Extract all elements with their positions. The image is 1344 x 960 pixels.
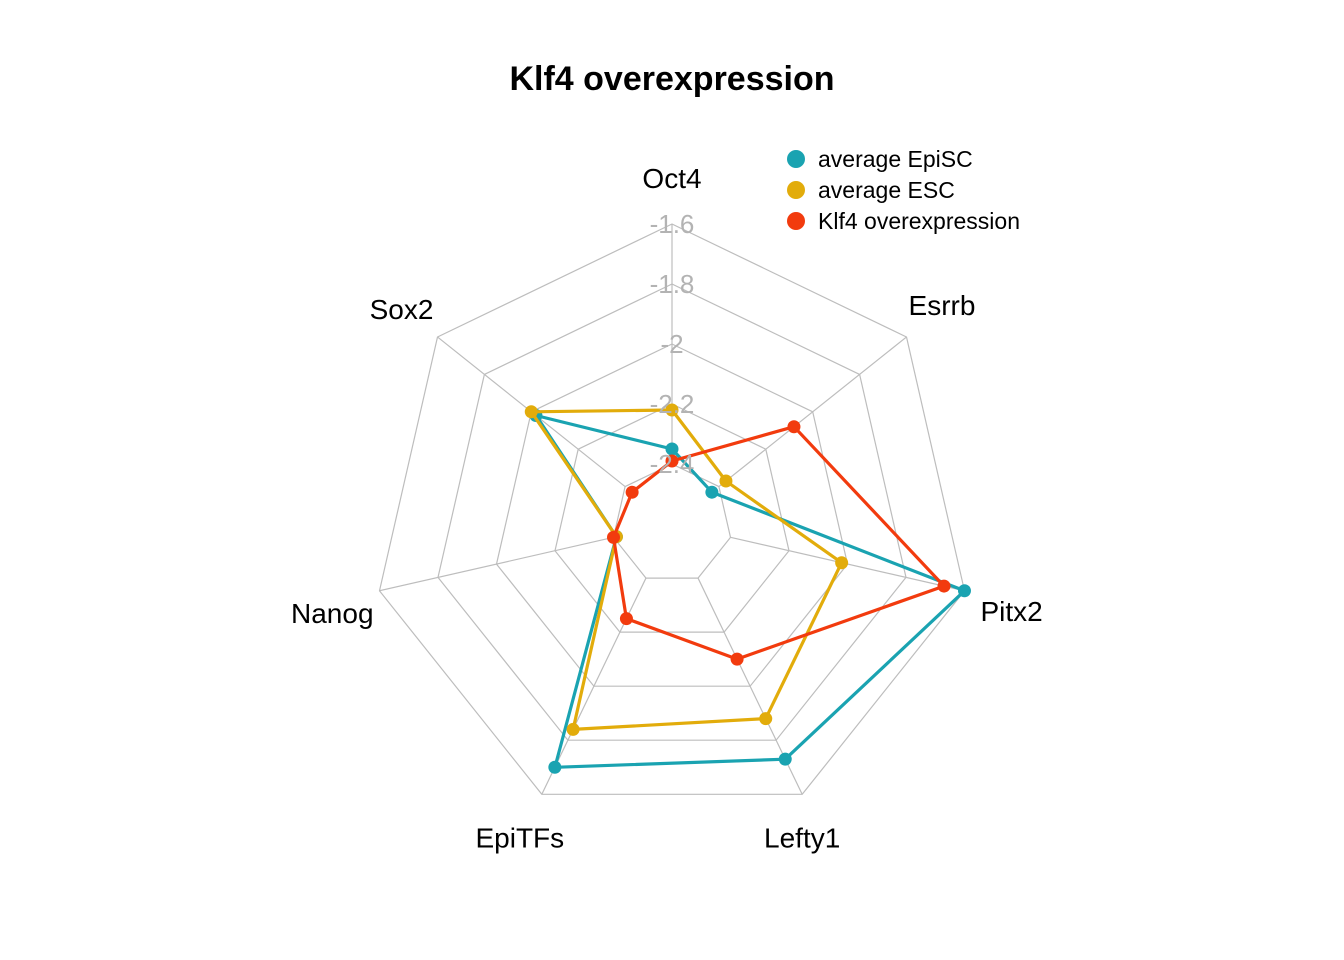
grid-ring (554, 403, 790, 633)
data-point (730, 652, 744, 666)
grid-spoke (379, 536, 614, 592)
grid-ring (495, 343, 849, 687)
data-point (524, 405, 538, 419)
data-point (566, 722, 580, 736)
tick-label: -2.2 (650, 389, 695, 419)
grid-ring (378, 223, 966, 795)
data-point (719, 474, 733, 488)
legend-label: average EpiSC (818, 146, 973, 172)
legend-item: average ESC (787, 177, 955, 203)
grid-spoke (718, 336, 907, 488)
tick-label: -1.8 (650, 269, 695, 299)
data-point (625, 485, 639, 499)
radial-tick-labels: -1.6 -1.8 -2 -2.2 -2.4 (650, 209, 695, 479)
legend-marker (787, 181, 805, 199)
axis-label: Lefty1 (764, 822, 840, 853)
data-point (705, 485, 719, 499)
legend-marker (787, 150, 805, 168)
axis-label: Oct4 (642, 163, 701, 194)
data-point (665, 442, 679, 456)
axis-label: Pitx2 (980, 596, 1042, 627)
tick-label: -2.4 (650, 449, 695, 479)
legend-marker (787, 212, 805, 230)
legend-label: Klf4 overexpression (818, 208, 1020, 234)
series-line (529, 408, 844, 732)
legend-label: average ESC (818, 177, 955, 203)
legend: average EpiSC average ESC Klf4 overexpress… (787, 146, 1020, 234)
chart-title: Klf4 overexpression (509, 60, 834, 98)
tick-label: -1.6 (650, 209, 695, 239)
grid-ring (612, 463, 732, 579)
legend-item: Klf4 overexpression (787, 208, 1020, 234)
axis-label: Sox2 (370, 294, 434, 325)
series-line (534, 413, 967, 769)
data-point (778, 752, 792, 766)
data-point (787, 420, 801, 434)
legend-item: average EpiSC (787, 146, 973, 172)
data-point (607, 530, 621, 544)
data-point (665, 454, 679, 468)
series (607, 420, 951, 666)
grid-ring (437, 283, 907, 741)
data-point (957, 584, 971, 598)
axis-label: Nanog (291, 598, 374, 629)
data-point (937, 579, 951, 593)
data-point (835, 556, 849, 570)
tick-label: -2 (660, 329, 683, 359)
axis-labels: Oct4 Esrrb Pitx2 Lefty1 EpiTFs Nanog Sox2 (291, 163, 1043, 853)
axis-label: EpiTFs (475, 822, 564, 853)
axis-label: Esrrb (909, 290, 976, 321)
radar-grid (378, 223, 966, 795)
data-point (548, 760, 562, 774)
series-layer (524, 403, 971, 774)
data-point (665, 403, 679, 417)
series (524, 403, 849, 736)
data-point (759, 712, 773, 726)
series-line (611, 425, 946, 661)
data-point (619, 612, 633, 626)
